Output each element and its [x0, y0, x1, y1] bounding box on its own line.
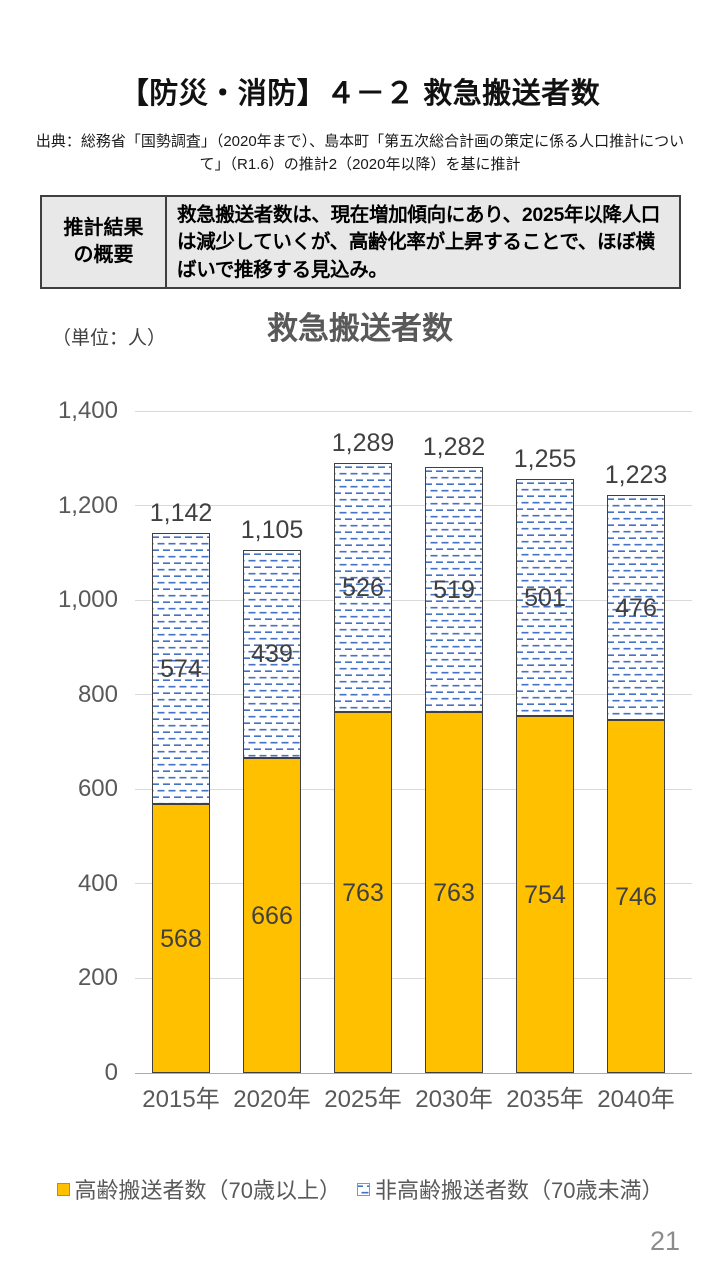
elderly-value-label: 666: [251, 901, 293, 930]
dash-pattern-fill: [335, 464, 391, 711]
elderly-bar-segment: [334, 712, 392, 1073]
chart-title: 救急搬送者数: [267, 311, 453, 346]
gridline: [135, 788, 692, 790]
summary-header-cell: 推計結果の概要: [42, 197, 167, 287]
elderly-bar-segment: [243, 758, 301, 1073]
non-elderly-legend-label: 非高齢搬送者数（70歳未満）: [375, 1178, 664, 1203]
dash-pattern-fill: [608, 496, 664, 719]
non-elderly-legend-swatch-icon: [357, 1182, 370, 1196]
y-tick-label: 400: [77, 869, 118, 897]
gridline: [135, 505, 692, 507]
y-tick-label: 800: [77, 680, 118, 708]
elderly-bar-segment: [425, 712, 483, 1073]
gridline: [135, 694, 692, 696]
unit-label: （単位：人）: [52, 328, 167, 349]
dash-pattern-fill: [426, 468, 482, 711]
total-value-label: 1,289: [331, 429, 395, 457]
x-tick-label: 2040年: [597, 1086, 675, 1113]
elderly-bar-segment: [516, 716, 574, 1073]
elderly-bar-segment: [607, 720, 665, 1073]
source-line-2: て」（R1.6）の推計2（2020年以降）を基に推計: [199, 155, 521, 173]
source-note: 出典：総務省「国勢調査」（2020年まで）、島本町「第五次総合計画の策定に係る人…: [30, 131, 690, 176]
total-value-label: 1,255: [513, 445, 577, 473]
gridline: [135, 410, 692, 412]
non-elderly-value-label: 476: [615, 593, 657, 622]
x-tick-label: 2015年: [142, 1086, 220, 1113]
legend-item-non-elderly: 非高齢搬送者数（70歳未満）: [357, 1173, 663, 1205]
elderly-value-label: 763: [342, 878, 384, 907]
y-tick-label: 1,000: [57, 586, 118, 614]
non-elderly-bar-segment: [152, 533, 210, 804]
page-title: 【防災・消防】４－２ 救急搬送者数: [119, 78, 601, 110]
dash-pattern-fill: [517, 480, 573, 715]
x-tick-label: 2020年: [233, 1086, 311, 1113]
chart-legend: 高齢搬送者数（70歳以上） 非高齢搬送者数（70歳未満）: [0, 1173, 720, 1205]
source-line-1: 出典：総務省「国勢調査」（2020年まで）、島本町「第五次総合計画の策定に係る人…: [35, 133, 685, 150]
y-tick-label: 200: [77, 964, 118, 992]
gridline: [135, 599, 692, 601]
y-tick-label: 0: [104, 1059, 118, 1086]
non-elderly-value-label: 526: [342, 573, 384, 602]
x-tick-label: 2035年: [506, 1086, 584, 1113]
non-elderly-value-label: 574: [160, 654, 202, 683]
gridline: [135, 977, 692, 979]
non-elderly-bar-segment: [243, 550, 301, 758]
gridline: [135, 1072, 692, 1074]
elderly-legend-label: 高齢搬送者数（70歳以上）: [74, 1178, 341, 1203]
elderly-value-label: 763: [433, 878, 475, 907]
elderly-value-label: 746: [615, 882, 657, 911]
summary-header-text: 推計結果の概要: [63, 217, 144, 266]
dash-pattern-fill: [153, 534, 209, 803]
summary-body-cell: 救急搬送者数は、現在増加傾向にあり、2025年以降人口は減少していくが、高齢化率…: [177, 204, 661, 281]
legend-item-elderly: 高齢搬送者数（70歳以上）: [56, 1173, 341, 1205]
total-value-label: 1,142: [149, 499, 213, 527]
y-tick-label: 1,400: [57, 397, 118, 424]
x-tick-label: 2025年: [324, 1086, 402, 1113]
page-number: 21: [649, 1226, 680, 1256]
y-tick-label: 1,200: [57, 491, 118, 519]
dash-pattern-fill: [244, 551, 300, 757]
gridline: [135, 883, 692, 885]
elderly-value-label: 568: [160, 924, 202, 953]
summary-box: 推計結果の概要 救急搬送者数は、現在増加傾向にあり、2025年以降人口は減少して…: [40, 195, 681, 289]
non-elderly-value-label: 519: [433, 575, 475, 604]
elderly-value-label: 754: [524, 880, 566, 909]
non-elderly-bar-segment: [425, 467, 483, 712]
non-elderly-value-label: 501: [524, 583, 566, 612]
y-tick-label: 600: [77, 775, 118, 803]
total-value-label: 1,282: [422, 433, 486, 461]
total-value-label: 1,223: [604, 461, 668, 489]
non-elderly-value-label: 439: [251, 640, 293, 668]
non-elderly-bar-segment: [334, 463, 392, 712]
elderly-bar-segment: [152, 804, 210, 1073]
elderly-legend-swatch-icon: [56, 1182, 70, 1196]
x-tick-label: 2030年: [415, 1086, 493, 1113]
non-elderly-bar-segment: [516, 479, 574, 716]
total-value-label: 1,105: [240, 516, 304, 544]
non-elderly-bar-segment: [607, 495, 665, 720]
